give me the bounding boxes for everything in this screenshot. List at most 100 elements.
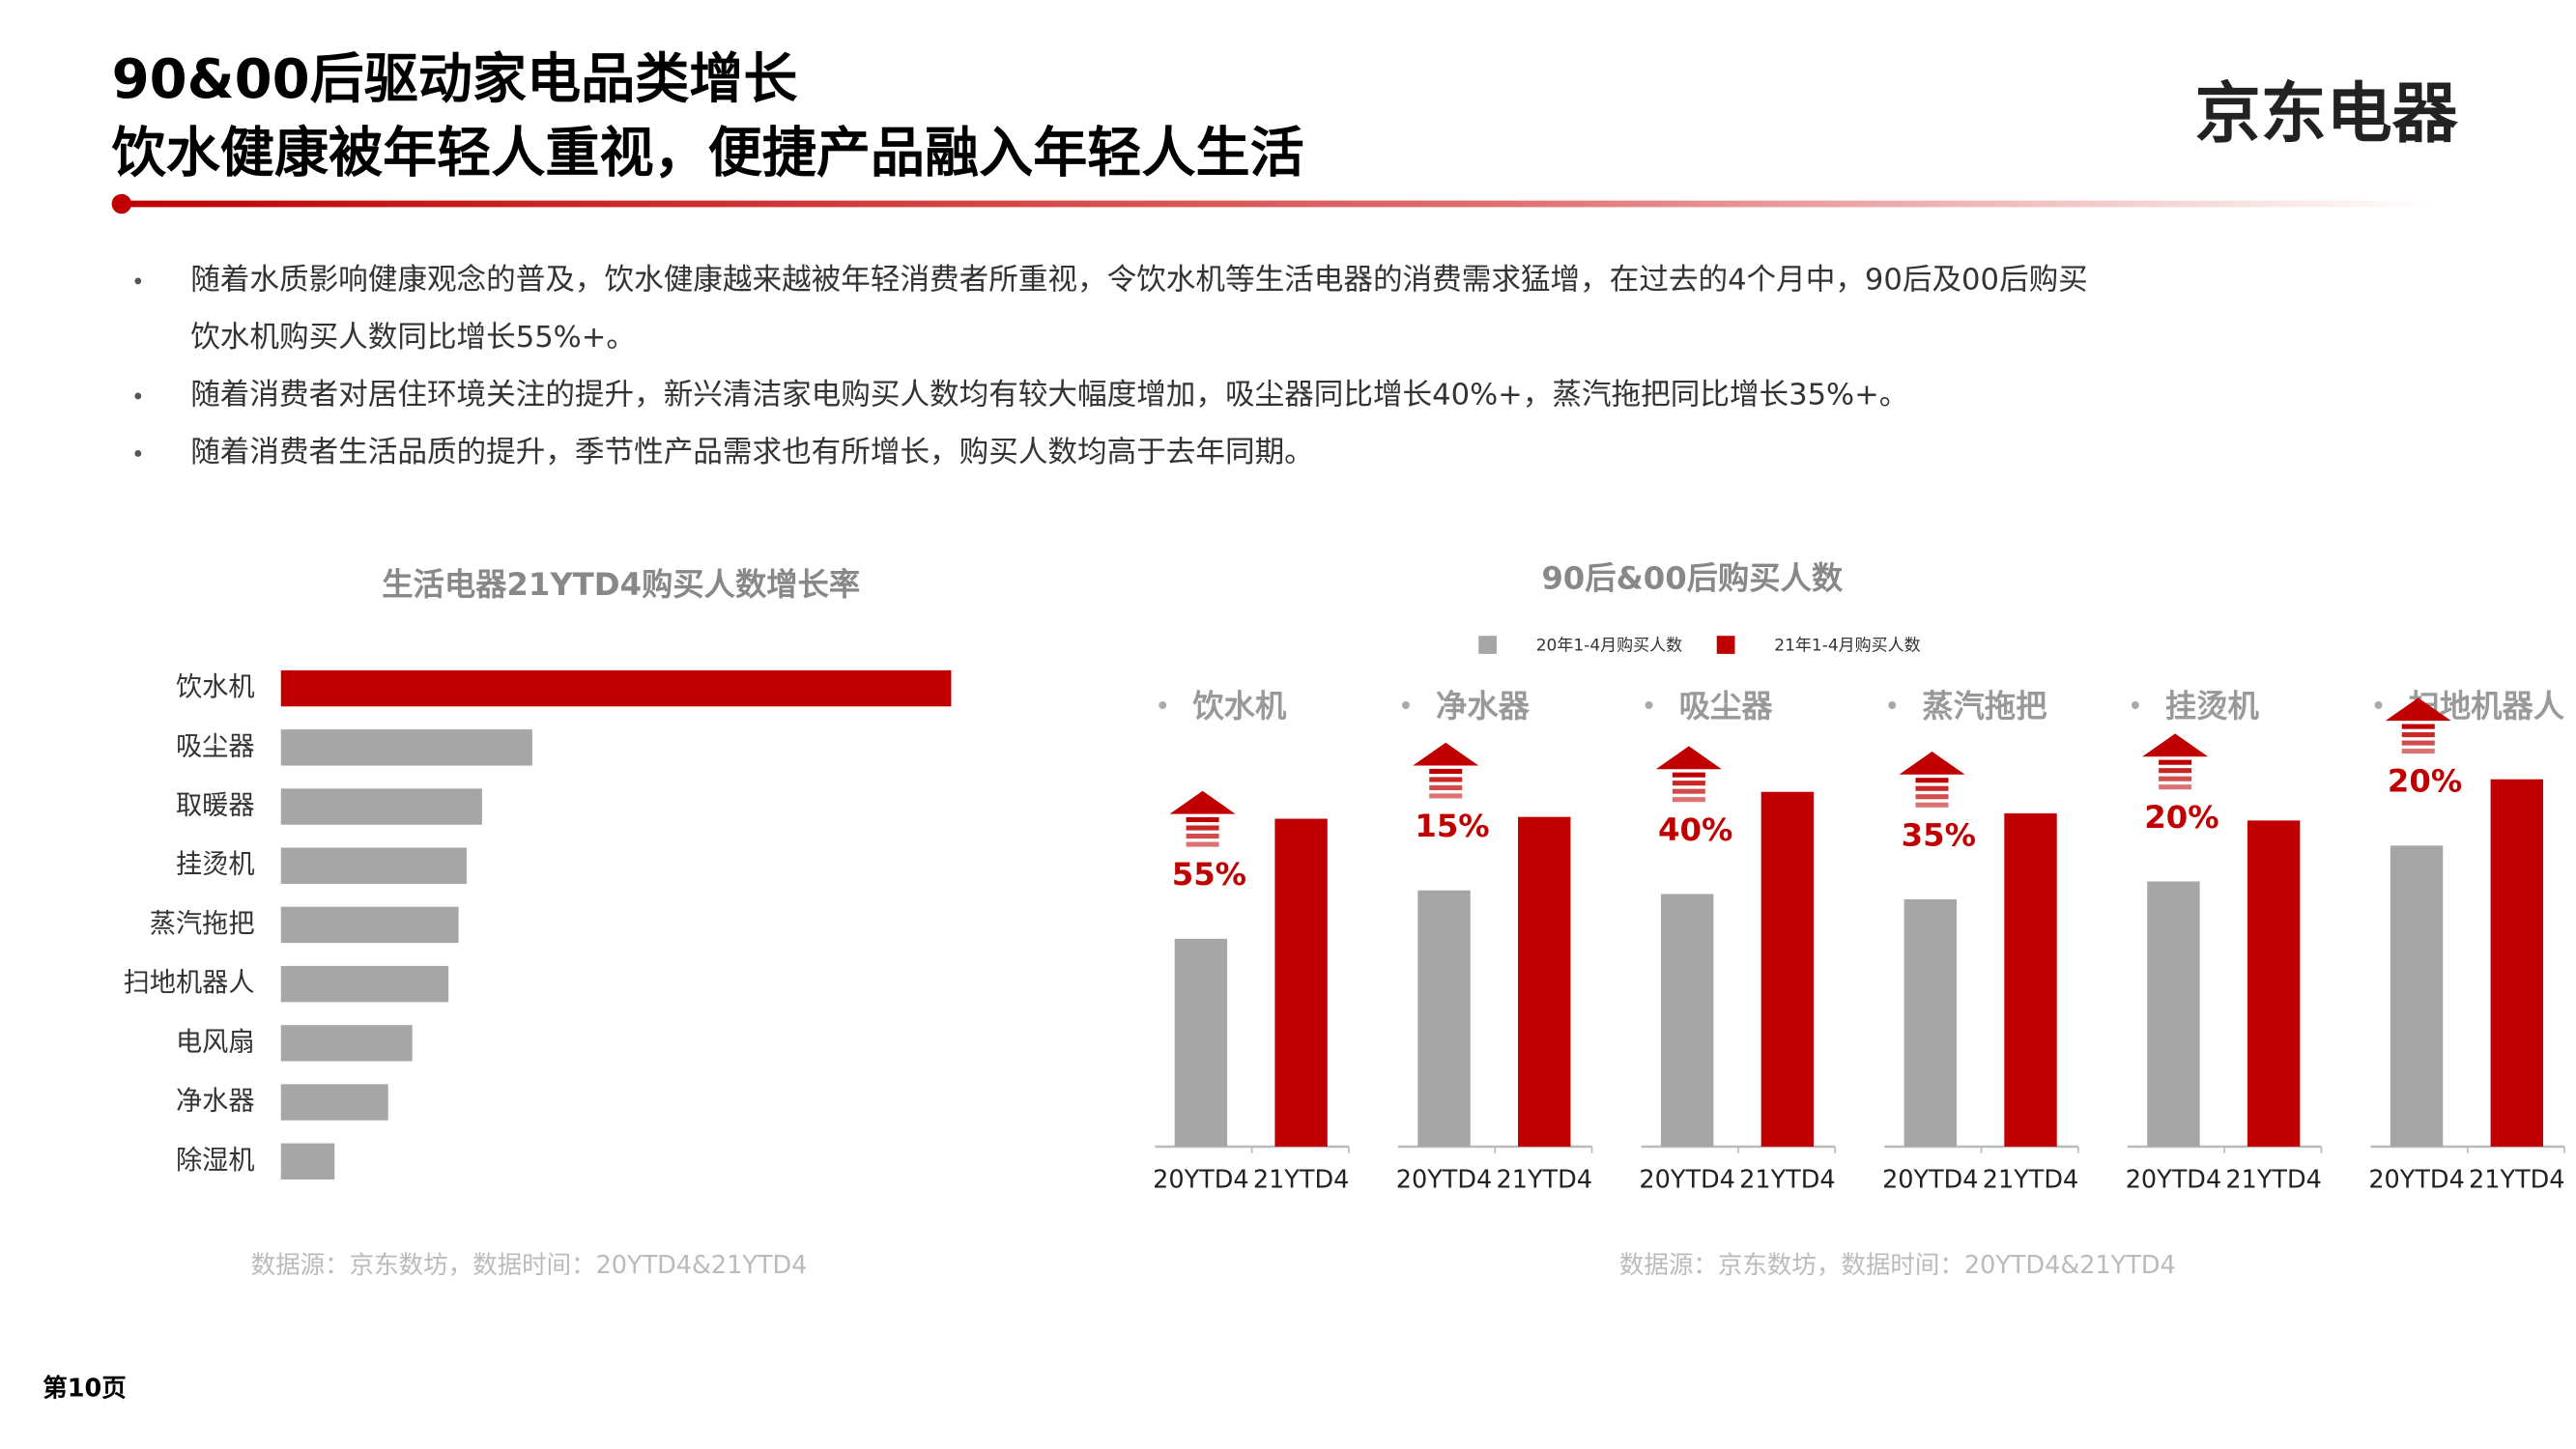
bar [2147, 881, 2200, 1147]
bar [1518, 816, 1571, 1147]
y-tick-label: 蒸汽拖把 [150, 909, 255, 939]
growth-label: 20% [2144, 799, 2218, 836]
arrow-stripe [2401, 749, 2435, 754]
arrow-stripe [1915, 794, 1949, 800]
bar [2004, 812, 2057, 1147]
growth-label: 55% [1172, 856, 1246, 893]
arrow-stripe [2159, 776, 2192, 781]
y-tick-label: 吸尘器 [176, 731, 255, 761]
arrow-stripe [1672, 781, 1705, 786]
bullet-text: 随着消费者生活品质的提升，季节性产品需求也有所增长，购买人数均高于去年同期。 [190, 436, 1314, 469]
source-note: 数据源：京东数坊，数据时间：20YTD4&21YTD4 [251, 1251, 808, 1280]
bullet-dot: • [1642, 692, 1657, 722]
group-label: 饮水机 [1191, 688, 1287, 724]
growth-label: 40% [1658, 811, 1732, 848]
x-tick-label: 21YTD4 [2469, 1166, 2564, 1195]
bar [280, 906, 459, 944]
chart-title: 90后&00后购买人数 [1541, 559, 1844, 596]
arrow-stripe [1915, 785, 1949, 791]
arrow-stripe [1186, 825, 1219, 831]
group-label: 挂烫机 [2165, 688, 2260, 724]
x-tick-label: 20YTD4 [1882, 1166, 1978, 1195]
arrow-stripe [1429, 784, 1463, 791]
bar [280, 729, 532, 766]
up-arrow [1169, 790, 1236, 814]
bar [1760, 791, 1815, 1147]
chart-title: 生活电器21YTD4购买人数增长率 [382, 566, 860, 603]
x-tick-label: 21YTD4 [1739, 1166, 1835, 1195]
bar [280, 788, 482, 825]
title-rule [120, 200, 2437, 208]
group-label: 吸尘器 [1679, 688, 1774, 724]
y-tick-label: 净水器 [176, 1087, 255, 1117]
x-tick-label: 20YTD4 [1396, 1166, 1492, 1195]
arrow-stripe [1915, 778, 1949, 783]
arrow-stripe [1672, 772, 1705, 778]
bar [280, 1025, 413, 1062]
bullet-dot [134, 392, 142, 400]
arrow-stripe [1429, 793, 1463, 799]
up-arrow [2142, 733, 2209, 757]
title-line: 饮水健康被年轻人重视，便捷产品融入年轻人生活 [112, 122, 1304, 185]
up-arrow [1655, 746, 1722, 770]
x-tick-label: 21YTD4 [1497, 1166, 1592, 1195]
bar [280, 965, 449, 1003]
bar [2247, 820, 2301, 1147]
x-tick-label: 20YTD4 [2368, 1166, 2464, 1195]
arrow-stripe [1672, 788, 1705, 794]
arrow-stripe [2401, 740, 2435, 746]
bullet-text: 随着水质影响健康观念的普及，饮水健康越来越被年轻消费者所重视，令饮水机等生活电器… [190, 263, 2088, 297]
arrow-stripe [1186, 841, 1219, 847]
title-line: 90&00后驱动家电品类增长 [112, 48, 798, 111]
legend-label: 21年1-4月购买人数 [1774, 636, 1920, 655]
x-tick-label: 20YTD4 [1639, 1166, 1734, 1195]
arrow-stripe [1429, 768, 1463, 775]
legend-label: 20年1-4月购买人数 [1536, 636, 1682, 655]
bullet-text: 饮水机购买人数同比增长55%+。 [190, 321, 636, 355]
page-number: 第10页 [43, 1375, 127, 1404]
arrow-stripe [1915, 802, 1949, 808]
arrow-stripe [1186, 833, 1219, 839]
bullet-dot: • [2370, 692, 2386, 722]
group-label: 净水器 [1436, 688, 1531, 724]
logo: 京东电器 [2195, 76, 2459, 153]
bar [1417, 890, 1471, 1147]
bar [280, 847, 467, 884]
x-tick-label: 21YTD4 [1983, 1166, 2078, 1195]
arrow-stripe [2159, 784, 2192, 790]
y-tick-label: 挂烫机 [176, 850, 255, 880]
bar [2390, 845, 2444, 1147]
bullet-dot: • [1398, 692, 1414, 722]
bar [280, 1084, 388, 1121]
up-arrow [1413, 742, 1479, 766]
growth-label: 20% [2388, 763, 2462, 800]
up-arrow [2385, 697, 2451, 722]
legend-swatch [1716, 636, 1735, 654]
bullet-dot [134, 450, 142, 457]
up-arrow [1899, 751, 1965, 775]
growth-label: 35% [1902, 816, 1976, 853]
bullet-dot: • [2128, 692, 2143, 722]
arrow-stripe [1186, 816, 1219, 823]
bar [1274, 818, 1328, 1147]
bullet-text: 随着消费者对居住环境关注的提升，新兴清洁家电购买人数均有较大幅度增加，吸尘器同比… [190, 378, 1908, 412]
arrow-stripe [2401, 724, 2435, 729]
y-tick-label: 电风扇 [176, 1027, 255, 1057]
arrow-stripe [2401, 732, 2435, 738]
x-tick-label: 20YTD4 [1153, 1166, 1248, 1195]
y-tick-label: 饮水机 [176, 672, 255, 702]
group-label: 蒸汽拖把 [1922, 688, 2046, 724]
x-tick-label: 21YTD4 [2225, 1166, 2321, 1195]
y-tick-label: 除湿机 [176, 1146, 255, 1176]
bar [280, 1143, 335, 1179]
arrow-stripe [2159, 768, 2192, 774]
arrow-stripe [2159, 759, 2192, 765]
bar [1903, 898, 1958, 1147]
x-tick-label: 20YTD4 [2126, 1166, 2221, 1195]
y-tick-label: 取暖器 [176, 791, 255, 821]
source-note: 数据源：京东数坊，数据时间：20YTD4&21YTD4 [1619, 1251, 2176, 1280]
growth-label: 15% [1415, 808, 1489, 844]
bar [1660, 894, 1714, 1147]
